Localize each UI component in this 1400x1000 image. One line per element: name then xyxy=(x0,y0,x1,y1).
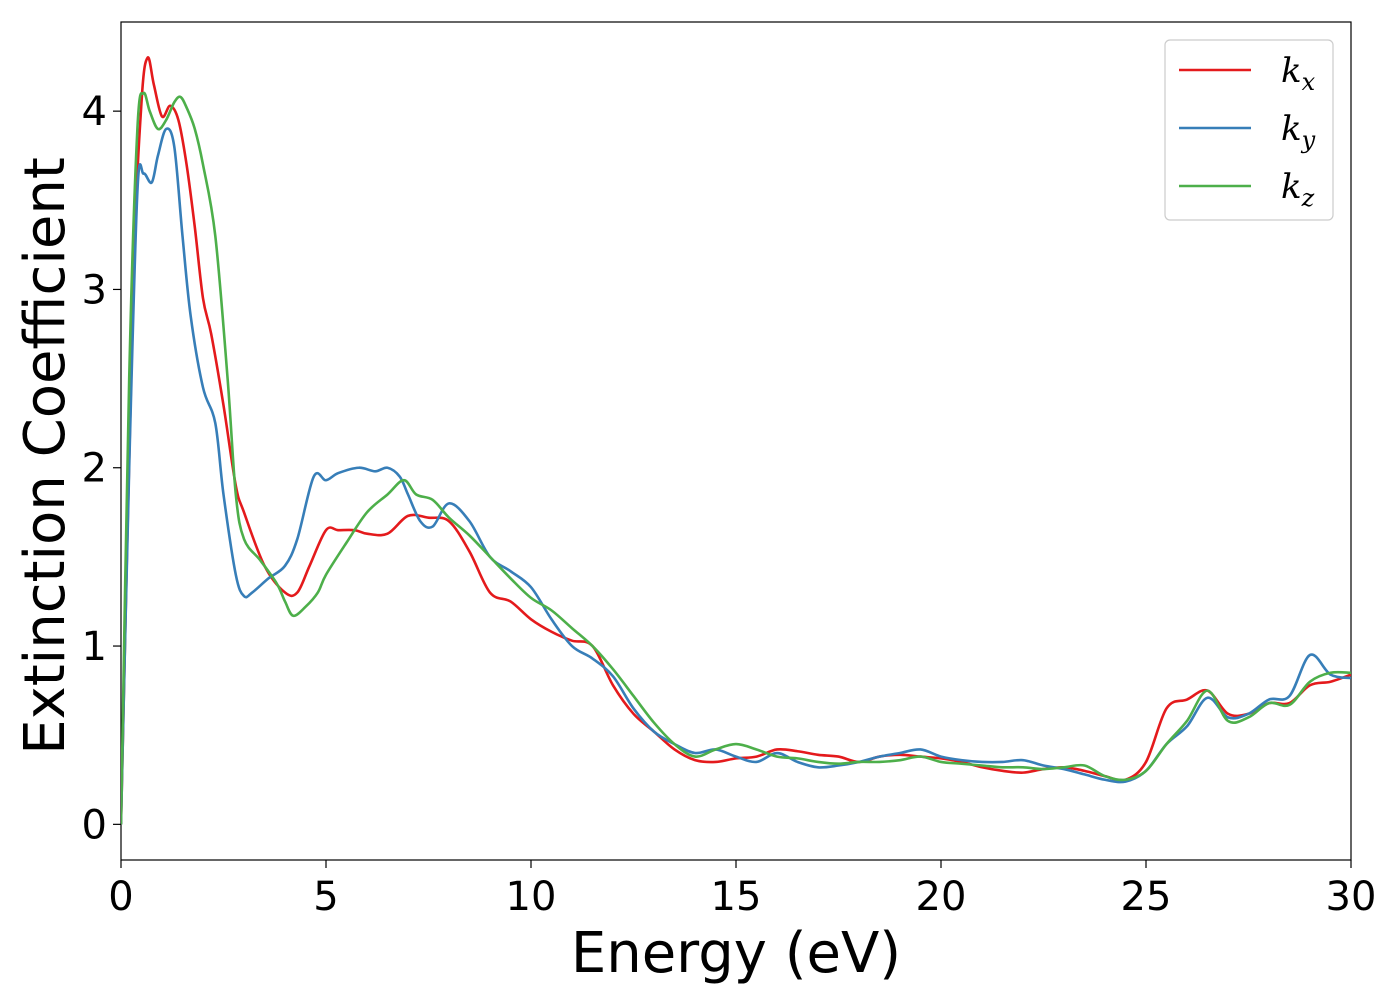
x-tick-label: 30 xyxy=(1326,874,1377,920)
x-tick-label: 5 xyxy=(313,874,338,920)
y-axis-label: Extinction Coefficient xyxy=(13,157,78,755)
y-tick-label: 4 xyxy=(82,89,107,135)
y-tick-label: 2 xyxy=(82,446,107,492)
x-axis-label: Energy (eV) xyxy=(571,921,901,986)
legend-label-ky: ky xyxy=(1281,109,1316,154)
y-tick-label: 3 xyxy=(82,267,107,313)
y-tick-label: 0 xyxy=(82,802,107,848)
legend-label-kx: kx xyxy=(1281,51,1316,96)
x-tick-label: 20 xyxy=(916,874,967,920)
series-line-kz xyxy=(121,91,1351,825)
series-layer xyxy=(121,56,1351,825)
y-tick-label: 1 xyxy=(82,624,107,670)
series-line-ky xyxy=(121,127,1351,825)
x-tick-label: 10 xyxy=(506,874,557,920)
x-tick-label: 0 xyxy=(108,874,133,920)
x-tick-label: 15 xyxy=(711,874,762,920)
legend-box xyxy=(1164,39,1334,221)
x-axis-ticks: 0 5 10 15 20 25 30 xyxy=(108,860,1376,920)
y-axis-ticks: 0 1 2 3 4 xyxy=(82,89,121,848)
x-tick-label: 25 xyxy=(1121,874,1172,920)
legend-label-kz: kz xyxy=(1281,167,1315,212)
legend: kx ky kz xyxy=(1164,39,1334,221)
